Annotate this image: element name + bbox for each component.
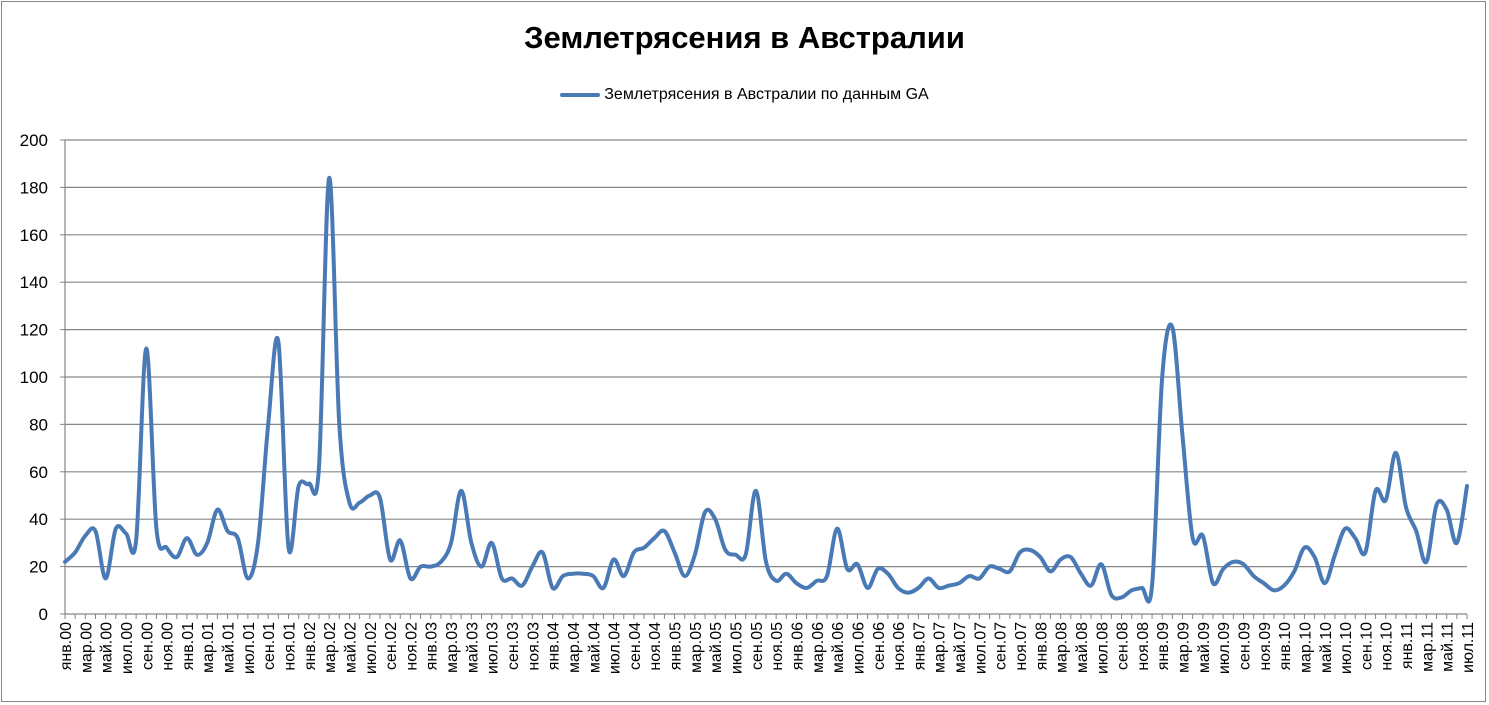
- y-tick-label: 80: [29, 415, 48, 434]
- x-tick-label: ноя.06: [891, 622, 908, 671]
- x-tick-label: ноя.07: [1013, 622, 1030, 671]
- x-tick-label: сен.03: [505, 622, 522, 670]
- x-tick-label: ноя.01: [282, 622, 299, 671]
- x-tick-label: май.05: [708, 622, 725, 673]
- x-tick-label: янв.00: [58, 622, 75, 670]
- x-tick-label: янв.10: [1277, 622, 1294, 670]
- x-tick-label: июл.11: [1460, 622, 1477, 673]
- x-tick-label: май.11: [1440, 622, 1457, 672]
- x-tick-label: май.02: [342, 622, 359, 673]
- x-tick-label: июл.01: [241, 622, 258, 674]
- x-tick-label: мар.03: [444, 622, 461, 673]
- x-tick-label: май.08: [1074, 622, 1091, 673]
- y-tick-label: 20: [29, 558, 48, 577]
- x-tick-label: май.04: [586, 622, 603, 673]
- x-tick-label: июл.00: [119, 622, 136, 674]
- x-tick-label: янв.11: [1399, 622, 1416, 669]
- x-tick-label: июл.07: [972, 622, 989, 674]
- x-tick-label: ноя.10: [1379, 622, 1396, 671]
- x-tick-label: мар.10: [1297, 622, 1314, 673]
- x-tick-label: ноя.05: [769, 622, 786, 671]
- x-tick-label: ноя.09: [1257, 622, 1274, 671]
- x-tick-label: мар.00: [78, 622, 95, 673]
- x-tick-label: июл.06: [850, 622, 867, 674]
- x-tick-label: янв.03: [424, 622, 441, 670]
- x-tick-label: янв.02: [302, 622, 319, 670]
- y-tick-label: 120: [20, 321, 48, 340]
- x-tick-label: сен.04: [627, 622, 644, 670]
- x-tick-label: ноя.04: [647, 622, 664, 671]
- x-tick-label: янв.06: [789, 622, 806, 670]
- y-tick-label: 180: [20, 178, 48, 197]
- x-tick-label: янв.08: [1033, 622, 1050, 670]
- x-tick-label: янв.05: [668, 622, 685, 670]
- y-tick-label: 100: [20, 368, 48, 387]
- x-tick-label: янв.04: [546, 622, 563, 670]
- x-tick-label: мар.05: [688, 622, 705, 673]
- x-tick-label: янв.07: [911, 622, 928, 670]
- x-tick-label: сен.10: [1358, 622, 1375, 670]
- x-tick-label: май.03: [464, 622, 481, 673]
- y-tick-label: 200: [20, 131, 48, 150]
- legend-swatch: [560, 92, 601, 97]
- x-tick-label: июл.04: [607, 622, 624, 674]
- x-tick-label: ноя.08: [1135, 622, 1152, 671]
- x-tick-label: май.07: [952, 622, 969, 673]
- x-tick-label: мар.09: [1176, 622, 1193, 673]
- x-tick-label: мар.11: [1419, 622, 1436, 672]
- x-tick-label: сен.00: [139, 622, 156, 670]
- x-tick-label: июл.02: [363, 622, 380, 674]
- x-tick-label: июл.08: [1094, 622, 1111, 674]
- x-tick-label: сен.02: [383, 622, 400, 670]
- x-tick-label: мар.06: [810, 622, 827, 673]
- chart-title: Землетрясения в Австралии: [524, 20, 965, 55]
- x-tick-label: ноя.03: [525, 622, 542, 671]
- x-tick-label: май.00: [99, 622, 116, 673]
- x-tick-label: мар.04: [566, 622, 583, 673]
- legend: Землетрясения в Австралии по данным GA: [0, 86, 1489, 104]
- x-tick-label: сен.05: [749, 622, 766, 670]
- legend-label: Землетрясения в Австралии по данным GA: [604, 86, 929, 103]
- y-tick-label: 140: [20, 273, 48, 292]
- x-tick-label: июл.09: [1216, 622, 1233, 674]
- x-tick-label: мар.02: [322, 622, 339, 673]
- x-tick-label: сен.01: [261, 622, 278, 670]
- y-tick-label: 160: [20, 226, 48, 245]
- x-tick-label: янв.09: [1155, 622, 1172, 670]
- series-line: [63, 175, 1469, 604]
- x-tick-label: ноя.00: [160, 622, 177, 671]
- x-tick-label: мар.01: [200, 622, 217, 673]
- y-tick-label: 0: [39, 605, 48, 624]
- x-tick-label: сен.09: [1236, 622, 1253, 670]
- x-tick-label: мар.08: [1054, 622, 1071, 673]
- x-tick-label: июл.03: [485, 622, 502, 674]
- x-tick-label: сен.07: [993, 622, 1010, 670]
- x-tick-label: май.01: [221, 622, 238, 673]
- x-tick-label: янв.01: [180, 622, 197, 670]
- x-tick-label: май.06: [830, 622, 847, 673]
- x-tick-label: ноя.02: [403, 622, 420, 671]
- x-tick-label: сен.06: [871, 622, 888, 670]
- x-tick-label: июл.10: [1338, 622, 1355, 674]
- y-tick-label: 60: [29, 463, 48, 482]
- x-tick-label: мар.07: [932, 622, 949, 673]
- y-tick-label: 40: [29, 510, 48, 529]
- x-tick-label: июл.05: [729, 622, 746, 674]
- x-tick-label: май.09: [1196, 622, 1213, 673]
- x-tick-label: май.10: [1318, 622, 1335, 673]
- x-tick-label: сен.08: [1115, 622, 1132, 670]
